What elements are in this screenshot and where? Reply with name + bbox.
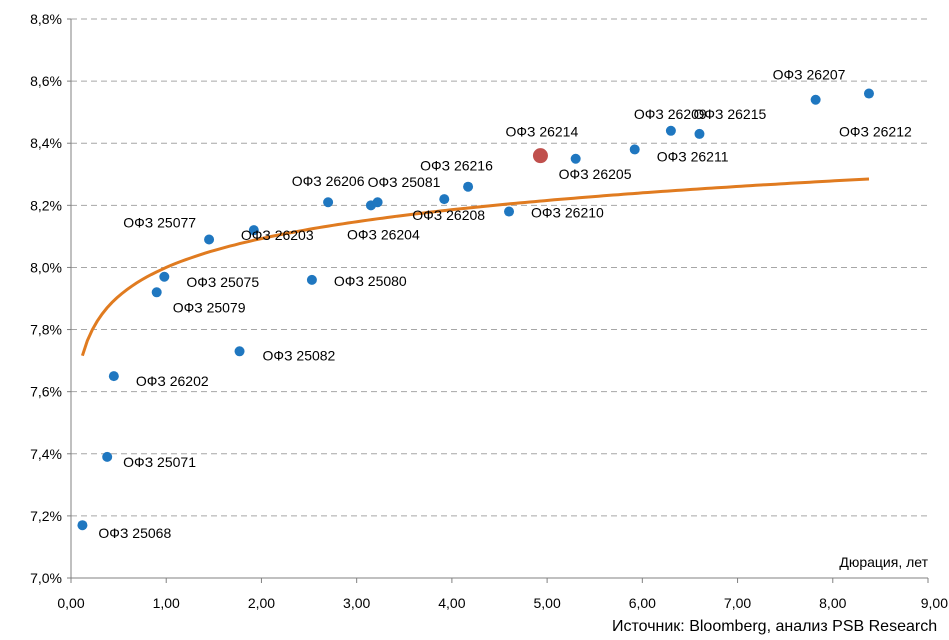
grid-lines — [71, 18, 928, 517]
data-point — [323, 197, 334, 208]
point-label: ОФЗ 26204 — [347, 226, 420, 242]
x-tick-labels: 0,00 1,00 2,00 3,00 4,00 5,00 6,00 7,00 8,00 9,00 — [57, 578, 948, 611]
point-label: ОФЗ 26203 — [241, 227, 314, 243]
x-tick-label: 3,00 — [343, 595, 370, 611]
y-tick-label: 7,8% — [30, 322, 62, 338]
point-label: ОФЗ 26206 — [292, 173, 365, 189]
point-label: ОФЗ 25081 — [368, 174, 441, 190]
point-labels: ОФЗ 25068 ОФЗ 25071 ОФЗ 26202 ОФЗ 25079 ОФЗ … — [98, 67, 912, 541]
x-axis-label: Дюрация, лет — [839, 554, 928, 570]
data-point — [372, 197, 383, 208]
point-label: ОФЗ 26202 — [136, 373, 209, 389]
axes — [70, 19, 928, 579]
point-label: ОФЗ 25071 — [123, 454, 196, 470]
point-label: ОФЗ 26214 — [505, 124, 578, 140]
x-tick-label: 6,00 — [629, 595, 656, 611]
highlight-point — [532, 148, 548, 164]
y-tick-label: 8,0% — [30, 259, 62, 275]
point-label: ОФЗ 26212 — [839, 124, 912, 140]
x-tick-label: 7,00 — [724, 595, 751, 611]
data-point — [306, 274, 317, 285]
data-point — [439, 194, 450, 205]
trend-line — [80, 177, 870, 357]
data-point — [204, 234, 215, 245]
y-tick-label: 7,0% — [30, 570, 62, 586]
point-label: ОФЗ 26209 — [634, 106, 707, 122]
point-label: ОФЗ 26211 — [657, 148, 729, 164]
data-point — [77, 520, 88, 531]
y-tick-labels: 7,0% 7,2% 7,4% 7,6% 7,8% 8,0% 8,2% 8,4% 8,6% 8,8% — [30, 11, 71, 586]
point-label: ОФЗ 25079 — [173, 299, 246, 315]
data-point — [665, 125, 676, 136]
data-point — [863, 88, 874, 99]
x-tick-label: 5,00 — [533, 595, 560, 611]
data-point — [463, 181, 474, 192]
point-label: ОФЗ 26210 — [531, 205, 604, 221]
point-label: ОФЗ 25075 — [186, 274, 259, 290]
data-point — [629, 144, 640, 155]
source-note: Источник: Bloomberg, анализ PSB Research — [612, 618, 938, 635]
data-point — [234, 346, 245, 357]
point-label: ОФЗ 26208 — [412, 207, 485, 223]
x-tick-label: 2,00 — [248, 595, 275, 611]
y-tick-label: 7,6% — [30, 384, 62, 400]
x-tick-label: 4,00 — [438, 595, 465, 611]
point-label: ОФЗ 25068 — [98, 525, 171, 541]
y-tick-label: 8,4% — [30, 135, 62, 151]
y-tick-label: 8,8% — [30, 11, 62, 27]
point-label: ОФЗ 25082 — [263, 347, 336, 363]
y-tick-label: 7,2% — [30, 508, 62, 524]
data-point — [570, 153, 581, 164]
y-tick-label: 8,6% — [30, 73, 62, 89]
point-label: ОФЗ 26215 — [693, 106, 766, 122]
point-label: ОФЗ 26207 — [773, 67, 846, 83]
data-point — [108, 371, 119, 382]
y-tick-label: 7,4% — [30, 446, 62, 462]
y-tick-label: 8,2% — [30, 197, 62, 213]
point-label: ОФЗ 26205 — [559, 166, 632, 182]
x-tick-label: 8,00 — [819, 595, 846, 611]
x-tick-label: 1,00 — [153, 595, 180, 611]
point-label: ОФЗ 26216 — [420, 158, 493, 174]
data-point — [159, 271, 170, 282]
x-tick-label: 9,00 — [921, 595, 948, 611]
data-points — [77, 88, 874, 531]
data-point — [504, 206, 515, 217]
point-label: ОФЗ 25080 — [334, 273, 407, 289]
data-point — [694, 128, 705, 139]
data-point — [248, 225, 259, 236]
point-label: ОФЗ 25077 — [123, 214, 196, 230]
x-tick-label: 0,00 — [57, 595, 84, 611]
data-point — [151, 287, 162, 298]
data-point — [810, 94, 821, 105]
data-point — [102, 451, 113, 462]
